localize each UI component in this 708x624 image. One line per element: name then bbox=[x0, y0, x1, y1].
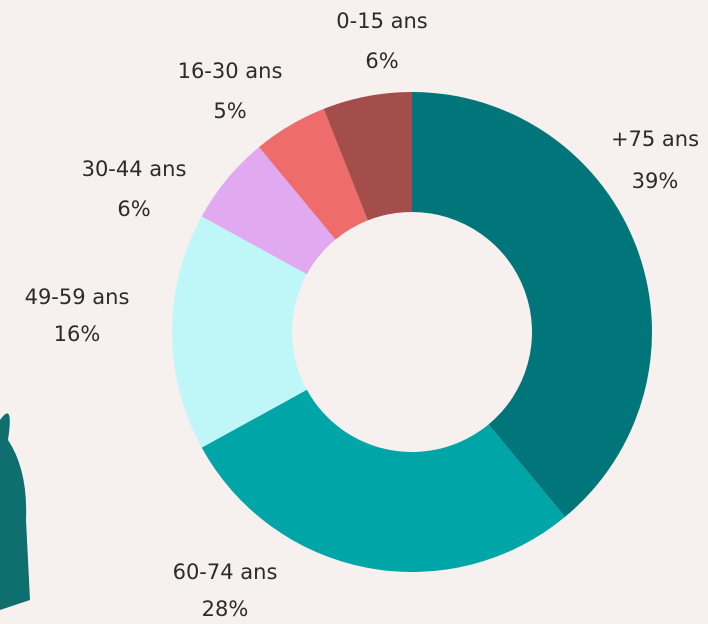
slice-value-label: 6% bbox=[117, 197, 150, 221]
slice-label: 30-44 ans bbox=[82, 157, 187, 181]
slice-value-label: 6% bbox=[365, 49, 398, 73]
slice bbox=[201, 389, 565, 572]
slice-label: 49-59 ans bbox=[25, 285, 130, 309]
slice bbox=[412, 92, 652, 517]
slice bbox=[172, 216, 307, 448]
slice bbox=[201, 147, 336, 275]
slice-label: 0-15 ans bbox=[336, 9, 427, 33]
slice-value-label: 16% bbox=[54, 322, 101, 346]
slice-label: +75 ans bbox=[611, 127, 699, 151]
slice-label: 16-30 ans bbox=[178, 59, 283, 83]
slice-value-label: 28% bbox=[202, 597, 249, 621]
decorative-figure bbox=[0, 413, 30, 610]
slice bbox=[323, 92, 412, 221]
slice-value-label: 5% bbox=[213, 99, 246, 123]
slice-label: 60-74 ans bbox=[173, 560, 278, 584]
slice-value-label: 39% bbox=[632, 169, 679, 193]
slice bbox=[259, 108, 368, 240]
